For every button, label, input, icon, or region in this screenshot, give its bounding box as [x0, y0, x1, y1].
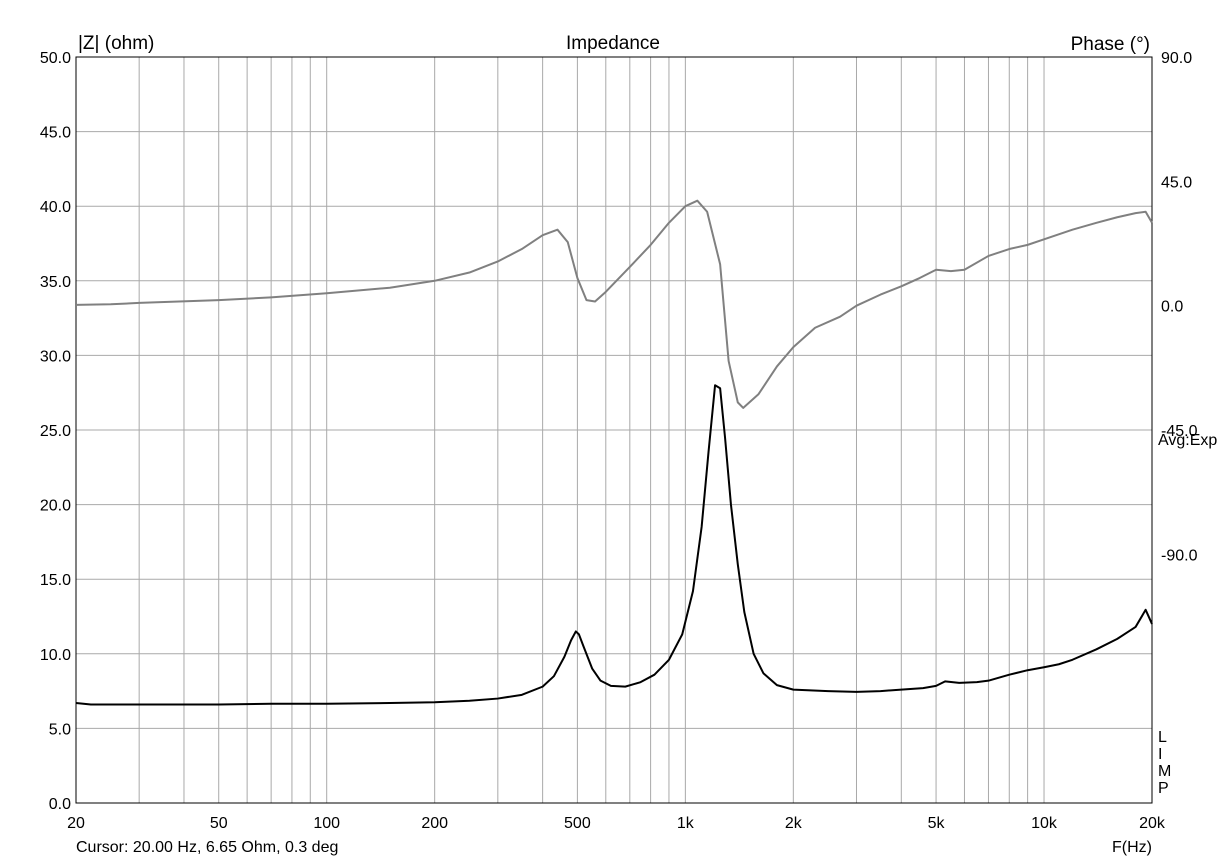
limp-letter-p: P — [1158, 780, 1169, 797]
limp-letter-m: M — [1158, 763, 1171, 780]
y-right-tick-label: 0.0 — [1161, 299, 1183, 316]
x-tick-label: 10k — [1031, 815, 1058, 832]
x-tick-label: 500 — [564, 815, 591, 832]
y-right-tick-label: 45.0 — [1161, 174, 1192, 191]
x-axis-title: F(Hz) — [1112, 839, 1152, 856]
y-left-tick-label: 45.0 — [40, 125, 71, 142]
y-left-tick-label: 5.0 — [49, 721, 71, 738]
grid-layer — [76, 57, 1152, 803]
x-tick-label: 20k — [1139, 815, 1166, 832]
y-right-tick-label: 90.0 — [1161, 50, 1192, 67]
y-left-tick-label: 25.0 — [40, 423, 71, 440]
avg-annotation: Avg:Exp — [1158, 432, 1217, 449]
y-right-tick-label: -90.0 — [1161, 547, 1198, 564]
x-tick-label: 1k — [677, 815, 695, 832]
x-tick-label: 5k — [928, 815, 946, 832]
cursor-readout: Cursor: 20.00 Hz, 6.65 Ohm, 0.3 deg — [76, 839, 338, 856]
y-left-tick-label: 35.0 — [40, 274, 71, 291]
y-left-tick-label: 15.0 — [40, 572, 71, 589]
limp-letter-l: L — [1158, 729, 1167, 746]
y-left-tick-label: 30.0 — [40, 348, 71, 365]
plot-frame — [75, 56, 1153, 804]
label-layer: 20 50 100 200 500 1k 2k 5k 10k 20k 0.0 5.0 10.0 15.0 2… — [40, 50, 1198, 832]
y-right-tick-label: -45.0 — [1161, 423, 1198, 440]
x-tick-label: 200 — [421, 815, 448, 832]
x-tick-label: 2k — [785, 815, 803, 832]
x-tick-label: 100 — [313, 815, 340, 832]
right-axis-title: Phase (°) — [1071, 34, 1150, 55]
chart-title: Impedance — [566, 33, 660, 54]
y-left-tick-label: 10.0 — [40, 647, 71, 664]
left-axis-title: |Z| (ohm) — [78, 33, 154, 54]
phase-series-line — [75, 199, 1153, 409]
limp-letter-i: I — [1158, 746, 1162, 763]
y-left-tick-label: 40.0 — [40, 199, 71, 216]
x-tick-label: 20 — [67, 815, 85, 832]
impedance-series-line — [75, 384, 1153, 706]
y-left-tick-label: 20.0 — [40, 498, 71, 515]
x-tick-label: 50 — [210, 815, 228, 832]
y-left-tick-label: 50.0 — [40, 50, 71, 67]
series-layer — [75, 199, 1153, 706]
y-left-tick-label: 0.0 — [49, 796, 71, 813]
